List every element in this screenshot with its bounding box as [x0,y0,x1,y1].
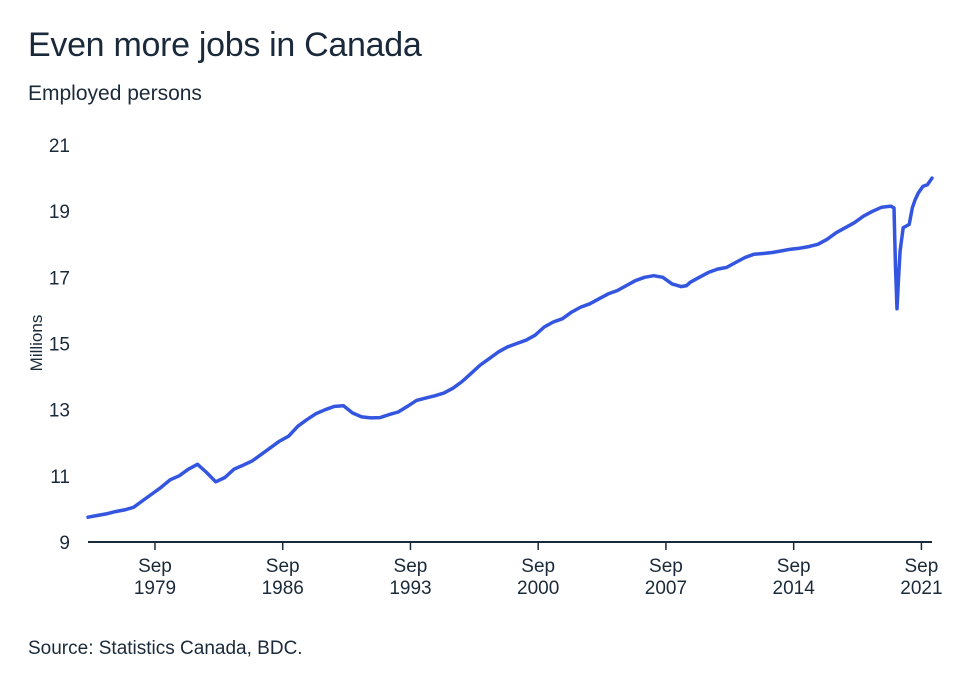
x-tick-label-year: 2007 [645,578,687,599]
x-tick-label-month: Sep [138,556,172,577]
x-tick-label-year: 2000 [517,578,559,599]
x-tick-label-year: 1993 [389,578,431,599]
x-axis: Sep1979Sep1986Sep1993Sep2000Sep2007Sep20… [88,541,943,599]
x-tick-label-year: 2014 [773,578,816,599]
y-axis-title: Millions [27,315,46,372]
series-line-employed-persons [86,176,934,519]
y-tick-label: 17 [49,268,70,289]
source-note: Source: Statistics Canada, BDC. [28,638,303,659]
x-tick-label-year: 1979 [134,578,176,599]
x-tick-label-month: Sep [649,556,683,577]
chart-title: Even more jobs in Canada [28,26,422,64]
y-tick-label: 9 [59,533,70,554]
x-tick-label-month: Sep [266,556,300,577]
y-tick-label: 13 [49,401,70,422]
x-tick-label-year: 1986 [262,578,304,599]
x-tick-label-month: Sep [905,556,939,577]
y-tick-label: 21 [49,136,70,157]
x-tick-label-year: 2021 [900,578,942,599]
chart-subtitle: Employed persons [28,82,202,105]
y-axis: 9 11 13 15 17 19 21 [49,136,70,554]
plot-area [86,176,934,519]
y-tick-label: 11 [50,467,70,488]
y-tick-label: 15 [49,335,70,356]
x-tick-label-month: Sep [521,556,555,577]
y-tick-label: 19 [49,202,70,223]
x-tick-label-month: Sep [394,556,428,577]
x-tick-label-month: Sep [777,556,811,577]
